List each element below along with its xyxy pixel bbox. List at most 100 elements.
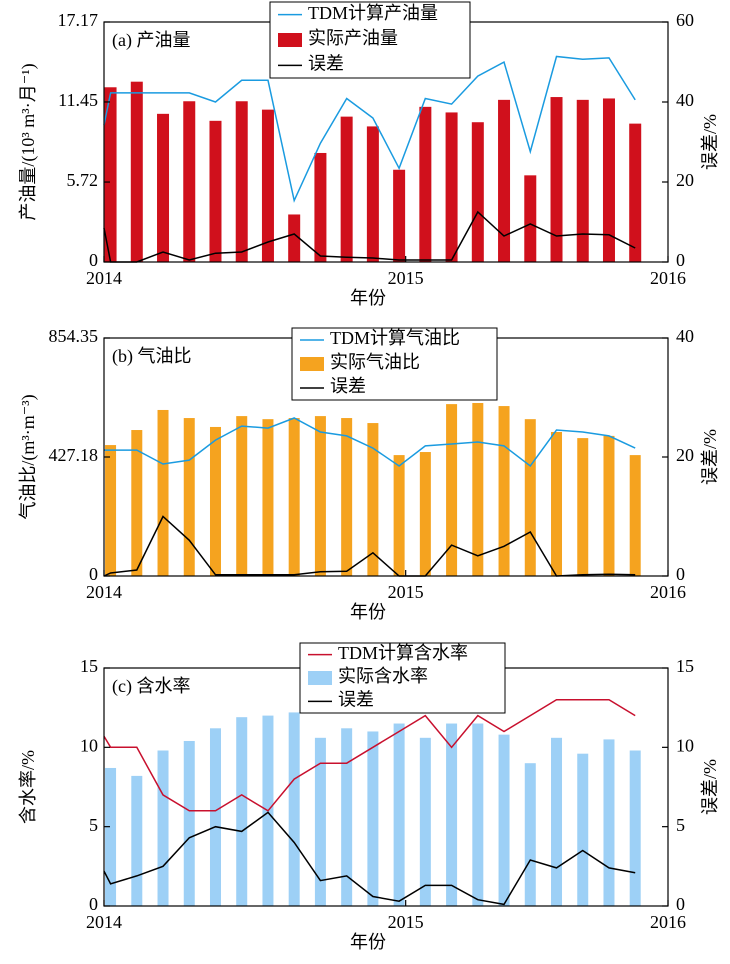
bar — [288, 418, 300, 576]
bar — [209, 120, 222, 262]
bar — [393, 723, 405, 906]
x-tick-label: 2015 — [388, 268, 424, 288]
bar — [419, 106, 432, 262]
bar — [446, 404, 458, 576]
bar — [393, 169, 406, 262]
bar — [367, 423, 379, 576]
bar — [603, 435, 615, 576]
bar — [104, 87, 117, 262]
bar — [445, 112, 458, 263]
y2-tick-label: 10 — [676, 735, 694, 755]
panel-label: (b) 气油比 — [112, 346, 192, 367]
y-tick-label: 10 — [80, 735, 98, 755]
bar — [236, 416, 248, 576]
x-axis-label: 年份 — [350, 288, 386, 308]
y2-axis-label: 误差/% — [700, 429, 720, 485]
panel-label: (a) 产油量 — [112, 30, 190, 51]
bar — [524, 763, 536, 906]
bar — [314, 416, 326, 576]
bar — [629, 750, 641, 906]
bar — [577, 438, 589, 576]
legend-label: 误差 — [338, 689, 374, 709]
y-tick-label: 854.35 — [49, 326, 99, 346]
bar — [183, 418, 195, 576]
bar — [157, 113, 170, 262]
x-tick-label: 2016 — [650, 582, 686, 602]
bar — [314, 152, 327, 262]
legend-swatch — [308, 671, 332, 685]
bar — [524, 419, 536, 576]
y-axis-label: 气油比/(m³·m⁻³) — [18, 394, 39, 519]
bar — [366, 126, 379, 263]
bar — [472, 403, 484, 576]
y-tick-label: 17.17 — [58, 10, 99, 30]
bar — [261, 109, 274, 262]
bar — [629, 455, 641, 576]
legend-label: 实际气油比 — [330, 352, 420, 372]
bar — [183, 740, 195, 906]
y-tick-label: 5 — [89, 815, 98, 835]
bar — [131, 430, 143, 576]
y-tick-label: 427.18 — [49, 445, 99, 465]
bar — [472, 723, 484, 906]
x-tick-label: 2016 — [650, 268, 686, 288]
y-tick-label: 0 — [89, 894, 98, 914]
x-tick-label: 2016 — [650, 912, 686, 932]
y2-tick-label: 20 — [676, 170, 694, 190]
y2-tick-label: 0 — [676, 564, 685, 584]
y-axis-label: 含水率/% — [18, 750, 38, 824]
bar — [340, 116, 353, 263]
bar — [498, 734, 510, 906]
bar — [393, 455, 405, 576]
bar — [341, 418, 353, 576]
bar — [498, 406, 510, 576]
y-axis-label: 产油量/(10³ m³·月⁻¹) — [18, 63, 39, 220]
y-tick-label: 11.45 — [58, 90, 98, 110]
y2-tick-label: 5 — [676, 815, 685, 835]
bar — [183, 101, 196, 262]
bar — [131, 775, 143, 906]
bar — [341, 728, 353, 906]
bar — [209, 426, 221, 576]
line — [103, 515, 636, 577]
panel: 0 5.72 11.45 17.17 0 20 40 60 2014 2015 2016 年份 产油量/… — [18, 1, 720, 308]
bar — [551, 431, 563, 576]
bar — [236, 717, 248, 906]
legend-label: TDM计算气油比 — [330, 328, 460, 348]
legend-box — [299, 642, 506, 714]
y2-tick-label: 20 — [676, 445, 694, 465]
bar — [130, 81, 143, 262]
bar — [629, 123, 642, 262]
y-tick-label: 0 — [89, 250, 98, 270]
bar — [577, 753, 589, 906]
bar — [576, 99, 589, 263]
bar — [105, 445, 117, 576]
legend-label: TDM计算产油量 — [308, 3, 438, 23]
y2-tick-label: 40 — [676, 326, 694, 346]
legend-swatch — [278, 33, 302, 47]
line — [103, 55, 636, 203]
bar — [209, 728, 221, 906]
x-tick-label: 2015 — [388, 912, 424, 932]
bar — [235, 101, 248, 262]
y2-tick-label: 15 — [676, 656, 694, 676]
legend-swatch — [300, 357, 324, 371]
y2-tick-label: 40 — [676, 90, 694, 110]
y2-tick-label: 0 — [676, 250, 685, 270]
bar — [314, 737, 326, 906]
bar — [471, 122, 484, 262]
line — [103, 210, 636, 263]
bar — [157, 409, 169, 576]
x-tick-label: 2015 — [388, 582, 424, 602]
bar — [157, 750, 169, 906]
bar — [105, 767, 117, 906]
bar — [602, 98, 615, 262]
bar — [262, 419, 274, 576]
legend-label: 实际产油量 — [308, 28, 398, 48]
legend-label: TDM计算含水率 — [338, 643, 468, 663]
bar — [446, 723, 458, 906]
x-tick-label: 2014 — [86, 912, 122, 932]
y-tick-label: 0 — [89, 564, 98, 584]
bar — [551, 737, 563, 906]
